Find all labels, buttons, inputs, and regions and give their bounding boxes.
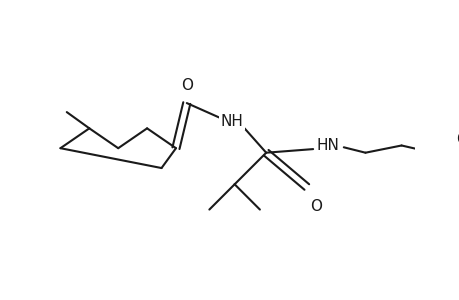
Text: O: O: [455, 132, 459, 147]
Text: O: O: [180, 77, 192, 92]
Text: NH: NH: [220, 114, 243, 129]
Text: HN: HN: [315, 138, 338, 153]
Text: O: O: [309, 200, 321, 214]
